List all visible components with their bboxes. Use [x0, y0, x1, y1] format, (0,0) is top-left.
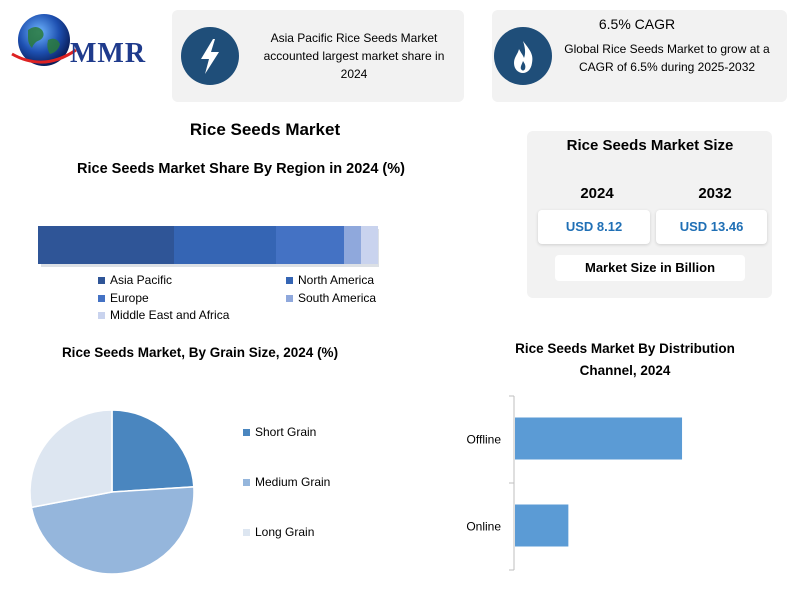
- value-2032: USD 13.46: [656, 210, 767, 244]
- region-chart-title: Rice Seeds Market Share By Region in 202…: [77, 161, 405, 177]
- legend-swatch: [243, 528, 250, 536]
- region-bar-segment-europe: [276, 226, 344, 264]
- market-size-title: Rice Seeds Market Size: [566, 137, 734, 154]
- legend-swatch: [286, 294, 293, 302]
- grain-legend-item-medium-grain: Medium Grain: [243, 475, 330, 489]
- region-stacked-bar-chart: [38, 226, 379, 267]
- channel-bar-offline: [515, 417, 683, 460]
- legend-label: Medium Grain: [255, 475, 331, 489]
- info-card-text: Asia Pacific Rice Seeds Market accounted…: [263, 31, 445, 81]
- region-legend-item-europe: Europe: [98, 291, 149, 305]
- pie-slice-medium-grain: [30, 486, 195, 575]
- legend-label: South America: [298, 291, 377, 305]
- info-card-region: Asia Pacific Rice Seeds Market accounted…: [172, 10, 464, 102]
- legend-swatch: [98, 276, 105, 284]
- year-2024-label: 2024: [580, 185, 614, 202]
- market-size-card: Rice Seeds Market Size 2024 2032 USD 8.1…: [527, 131, 772, 298]
- logo: MMR: [6, 10, 156, 76]
- year-2032-label: 2032: [698, 185, 732, 202]
- grain-chart-title: Rice Seeds Market, By Grain Size, 2024 (…: [61, 345, 339, 360]
- legend-label: Long Grain: [255, 525, 315, 539]
- grain-legend-item-short-grain: Short Grain: [243, 425, 316, 439]
- legend-swatch: [98, 294, 105, 302]
- legend-label: Asia Pacific: [110, 273, 173, 287]
- pie-slice-short-grain: [111, 409, 195, 493]
- legend-swatch: [286, 276, 293, 284]
- region-bar-segment-north-america: [174, 226, 276, 264]
- grain-legend-item-long-grain: Long Grain: [243, 525, 314, 539]
- channel-tick-label-online: Online: [466, 520, 501, 534]
- page-title: Rice Seeds Market: [189, 120, 341, 139]
- legend-swatch: [98, 311, 105, 319]
- region-legend-item-middle-east-and-africa: Middle East and Africa: [98, 308, 229, 322]
- region-bar-segment-middle-east-and-africa: [361, 226, 378, 264]
- cagr-title: 6.5% CAGR: [598, 16, 676, 32]
- lightning-icon: [181, 27, 239, 85]
- channel-tick-label-offline: Offline: [467, 433, 502, 447]
- cagr-text: Global Rice Seeds Market to grow at a CA…: [564, 42, 770, 74]
- legend-label: Middle East and Africa: [110, 308, 230, 322]
- legend-swatch: [243, 478, 250, 486]
- grain-pie-chart: [29, 409, 195, 575]
- region-legend-item-asia-pacific: Asia Pacific: [98, 273, 172, 287]
- region-legend-item-south-america: South America: [286, 291, 376, 305]
- region-bar-segment-south-america: [344, 226, 361, 264]
- channel-bar-online: [515, 504, 569, 547]
- legend-label: Short Grain: [255, 425, 317, 439]
- value-2024: USD 8.12: [538, 210, 650, 244]
- legend-label: North America: [298, 273, 375, 287]
- logo-text: MMR: [70, 38, 147, 69]
- region-bar-segment-asia-pacific: [38, 226, 174, 264]
- info-card-cagr: 6.5% CAGR Global Rice Seeds Market to gr…: [492, 10, 787, 102]
- legend-label: Europe: [110, 291, 149, 305]
- channel-bar-chart: Offline Online: [466, 395, 683, 571]
- region-legend-item-north-america: North America: [286, 273, 374, 287]
- legend-swatch: [243, 428, 250, 436]
- flame-icon: [494, 27, 552, 85]
- globe-icon: [11, 14, 77, 66]
- channel-chart-title: Rice Seeds Market By Distribution Channe…: [515, 341, 735, 378]
- market-size-unit: Market Size in Billion: [555, 255, 745, 281]
- pie-slice-long-grain: [29, 409, 113, 509]
